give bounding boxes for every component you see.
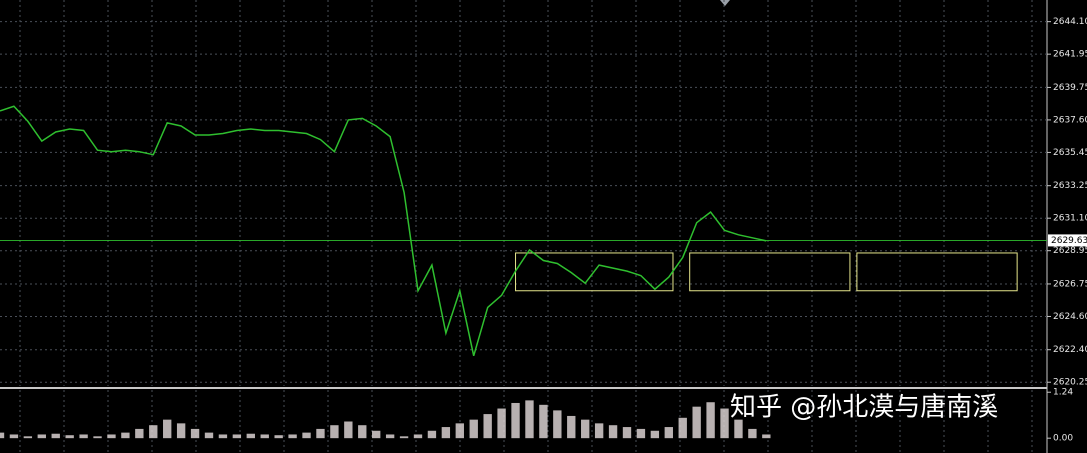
y-tick-label: 2628.95 bbox=[1053, 246, 1087, 256]
indicator-bar bbox=[344, 421, 353, 439]
indicator-bar bbox=[260, 434, 269, 439]
y-tick-label: 2622.40 bbox=[1053, 345, 1087, 355]
indicator-bar bbox=[23, 436, 33, 439]
price-line bbox=[0, 105, 767, 357]
price-zone bbox=[689, 252, 851, 292]
indicator-bar bbox=[581, 419, 590, 439]
indicator-bar bbox=[302, 432, 311, 439]
last-price-box bbox=[1048, 234, 1087, 247]
indicator-bar bbox=[511, 402, 520, 439]
indicator-bar bbox=[135, 428, 144, 439]
scroll-marker bbox=[720, 0, 730, 6]
indicator-bar bbox=[9, 434, 19, 439]
indicator-bar bbox=[204, 432, 214, 439]
indicator-bar bbox=[372, 430, 381, 439]
indicator-bar bbox=[706, 402, 715, 439]
indicator-bar bbox=[483, 414, 492, 439]
y-tick-label: 2624.60 bbox=[1053, 312, 1087, 322]
indicator-bar bbox=[79, 434, 88, 439]
indicator-bar bbox=[762, 434, 771, 439]
last-price-label: 2629.63 bbox=[1051, 236, 1087, 246]
y-tick-label: 0.00 bbox=[1053, 434, 1073, 444]
y-tick-label: 2633.25 bbox=[1053, 181, 1087, 191]
y-tick-label: 2620.25 bbox=[1053, 378, 1087, 388]
indicator-bar bbox=[650, 430, 660, 439]
indicator-bar bbox=[692, 406, 701, 439]
y-tick-label: 2626.75 bbox=[1053, 279, 1087, 289]
indicator-bar bbox=[594, 423, 604, 439]
y-tick-label: 2641.95 bbox=[1053, 50, 1087, 60]
indicator-bar bbox=[636, 428, 646, 439]
indicator-bar bbox=[441, 427, 451, 439]
indicator-bar bbox=[678, 417, 687, 439]
indicator-bar bbox=[525, 400, 534, 439]
watermark: 知乎 @孙北漠与唐南溪 bbox=[730, 393, 998, 423]
indicator-bar bbox=[107, 434, 116, 439]
indicator-bar bbox=[163, 419, 172, 439]
indicator-bar bbox=[274, 435, 283, 439]
indicator-bar bbox=[358, 425, 367, 439]
indicator-bar bbox=[720, 408, 729, 439]
y-tick-label: 2644.10 bbox=[1053, 17, 1087, 27]
indicator-bar bbox=[246, 433, 255, 439]
indicator-bar bbox=[51, 433, 60, 439]
indicator-bar bbox=[553, 410, 562, 439]
indicator-bar bbox=[316, 428, 325, 439]
indicator-bar bbox=[497, 408, 506, 439]
indicator-bar bbox=[121, 432, 130, 439]
indicator-bar bbox=[149, 425, 158, 439]
indicator-bar bbox=[539, 404, 548, 439]
y-tick-label: 2637.60 bbox=[1053, 115, 1087, 125]
indicator-bar bbox=[65, 435, 74, 439]
y-tick-label: 2635.45 bbox=[1053, 148, 1087, 158]
indicator-bar bbox=[176, 423, 186, 439]
indicator-bar bbox=[399, 436, 409, 439]
y-tick-label: 2631.10 bbox=[1053, 214, 1087, 224]
indicator-bar bbox=[748, 428, 757, 439]
indicator-bar bbox=[330, 425, 339, 439]
indicator-bar bbox=[218, 434, 228, 439]
indicator-bar bbox=[734, 419, 743, 439]
indicator-bar bbox=[455, 423, 464, 439]
indicator-bar bbox=[567, 415, 576, 439]
indicator-bar bbox=[190, 428, 200, 439]
indicator-bar bbox=[469, 419, 478, 439]
indicator-bar bbox=[664, 427, 673, 439]
indicator-bar bbox=[93, 436, 102, 439]
indicator-bar bbox=[608, 425, 618, 439]
indicator-bar bbox=[37, 434, 46, 439]
price-zone bbox=[856, 252, 1018, 292]
y-tick-label: 2639.75 bbox=[1053, 83, 1087, 93]
y-tick-label: 1.24 bbox=[1053, 388, 1073, 398]
indicator-bar bbox=[427, 430, 437, 439]
indicator-bar bbox=[0, 432, 5, 439]
indicator-bar bbox=[385, 434, 395, 439]
indicator-bar bbox=[413, 434, 423, 439]
indicator-bar bbox=[622, 427, 632, 439]
indicator-bar bbox=[232, 434, 242, 439]
indicator-bar bbox=[288, 434, 297, 439]
